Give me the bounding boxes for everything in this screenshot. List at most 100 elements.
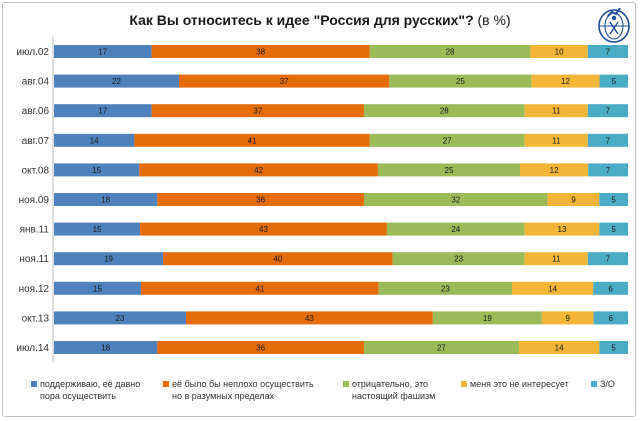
data-label: 24: [451, 225, 460, 234]
data-label: 36: [256, 196, 265, 205]
data-label: 23: [116, 314, 125, 323]
bar-segment: [369, 133, 525, 147]
bar-segment: [54, 45, 152, 58]
bar-segment: [530, 45, 588, 58]
bar-segment: [54, 74, 180, 88]
data-label: 25: [456, 77, 465, 86]
data-label: 17: [98, 107, 107, 116]
bar-segment: [54, 341, 158, 354]
levada-center-logo-icon: [598, 7, 630, 43]
data-label: 6: [609, 314, 614, 323]
data-label: 11: [552, 107, 561, 116]
bar-segment: [432, 311, 542, 325]
bar-segment: [599, 193, 628, 206]
chart-title-suffix: (в %): [473, 12, 511, 28]
y-tick-label: окт.08: [22, 165, 50, 176]
bar-segment: [163, 252, 393, 266]
data-label: 28: [440, 107, 449, 116]
bar-segment: [377, 163, 521, 177]
y-tick-label: июл.14: [16, 343, 49, 354]
data-label: 9: [571, 196, 576, 205]
data-label: 19: [483, 314, 492, 323]
data-label: 5: [611, 225, 616, 234]
bar-segment: [369, 45, 531, 58]
bar-segment: [587, 133, 628, 147]
y-tick-label: ноя.11: [19, 254, 49, 265]
bar-segment: [54, 311, 187, 325]
data-label: 22: [112, 77, 121, 86]
data-label: 7: [606, 255, 611, 264]
bar-segment: [593, 311, 628, 325]
data-label: 14: [555, 344, 564, 353]
chart-title-main: Как Вы относитесь к идее "Россия для рус…: [129, 12, 474, 28]
bar-segment: [588, 163, 628, 177]
bar-segment: [363, 193, 548, 206]
data-label: 13: [558, 225, 567, 234]
legend-swatch: [163, 381, 169, 387]
legend-swatch: [591, 381, 597, 387]
data-label: 6: [608, 284, 613, 293]
legend-label: её было бы неплохо осуществить но в разу…: [172, 379, 314, 401]
bar-segment: [389, 74, 532, 88]
data-label: 10: [555, 48, 564, 57]
bar-segment: [179, 74, 390, 88]
bar-segment: [157, 193, 364, 206]
bar-segment: [524, 252, 588, 266]
bar-segment: [157, 341, 364, 354]
data-label: 41: [255, 284, 264, 293]
legend-swatch: [31, 381, 37, 387]
data-label: 18: [101, 344, 110, 353]
data-label: 41: [248, 136, 257, 145]
legend-item: поддерживаю, её давно пора осуществить: [31, 378, 140, 402]
bar-segment: [54, 193, 158, 206]
bar-segment: [547, 193, 600, 206]
bar-segment: [541, 311, 594, 325]
bar-segment: [512, 281, 594, 295]
bar-segment: [54, 104, 152, 118]
data-label: 11: [552, 255, 561, 264]
data-label: 43: [259, 225, 268, 234]
data-label: 7: [606, 48, 611, 57]
data-label: 5: [611, 196, 616, 205]
bar-segment: [134, 133, 370, 147]
y-tick-label: авг.04: [22, 77, 50, 88]
bar-segment: [587, 252, 628, 266]
bar-segment: [593, 281, 628, 295]
bar-segment: [392, 252, 525, 266]
data-label: 23: [441, 284, 450, 293]
bar-segment: [363, 104, 525, 118]
bar-segment: [599, 74, 628, 88]
bar-segment: [140, 222, 387, 236]
bar-segment: [518, 341, 600, 354]
chart-title: Как Вы относитесь к идее "Россия для рус…: [0, 12, 640, 28]
bar-segment: [531, 74, 600, 88]
bar-segment: [363, 341, 519, 354]
legend-swatch: [343, 381, 349, 387]
bar-segment: [524, 104, 588, 118]
bar-segment: [151, 45, 370, 58]
data-label: 15: [93, 225, 102, 234]
legend-item: отрицательно, это настоящий фашизм: [343, 378, 436, 402]
bar-segment: [54, 281, 141, 295]
legend-label: отрицательно, это настоящий фашизм: [352, 379, 436, 401]
data-label: 36: [256, 344, 265, 353]
data-label: 40: [273, 255, 282, 264]
legend-swatch: [461, 381, 467, 387]
legend-item: меня это не интересует: [461, 378, 569, 390]
y-tick-label: ноя.12: [19, 284, 50, 295]
bar-segment: [520, 163, 589, 177]
y-tick-label: ноя.09: [19, 195, 50, 206]
data-label: 23: [454, 255, 463, 264]
data-label: 9: [566, 314, 571, 323]
data-label: 27: [437, 344, 446, 353]
data-label: 17: [98, 48, 107, 57]
bar-segment: [54, 252, 164, 266]
legend-label: З/О: [600, 379, 615, 389]
bar-segment: [386, 222, 525, 236]
data-label: 5: [611, 344, 616, 353]
bar-segment: [54, 133, 135, 147]
y-tick-label: июл.02: [16, 47, 49, 58]
data-label: 32: [451, 196, 460, 205]
data-label: 14: [548, 284, 557, 293]
